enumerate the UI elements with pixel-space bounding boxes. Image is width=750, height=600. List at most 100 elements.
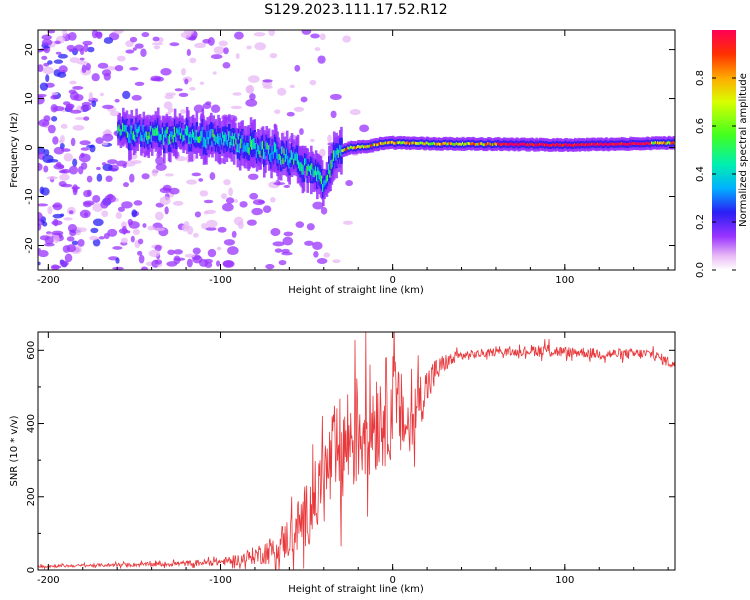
spectrogram-noise-cell (207, 248, 217, 258)
spectrogram-noise-cell (39, 82, 49, 91)
spectrogram-noise-cell (274, 109, 281, 115)
spectrogram-noise-cell (69, 230, 77, 237)
spectrogram-noise-cell (41, 39, 53, 46)
spectrogram-noise-cell (147, 225, 156, 231)
spectrogram-noise-cell (38, 146, 46, 155)
spectrogram-noise-cell (201, 222, 208, 230)
spectrogram-noise-cell (330, 110, 337, 119)
spectrogram-noise-cell (232, 92, 242, 96)
spectrogram-noise-cell (211, 104, 221, 113)
spectrogram-noise-cell (154, 244, 162, 252)
spectrogram-noise-cell (41, 34, 52, 41)
colorbar-gradient (712, 30, 736, 270)
spectrogram-noise-cell (38, 203, 49, 207)
spectrogram-noise-cell (101, 69, 112, 77)
spectrogram-noise-cell (222, 62, 231, 69)
spectrogram-noise-cell (154, 211, 164, 221)
spectrogram-noise-cell (283, 231, 294, 237)
spectrogram-noise-cell (133, 200, 143, 206)
spectrogram-noise-cell (186, 225, 194, 235)
spectrogram-noise-cell (121, 201, 133, 209)
spectrogram-noise-cell (223, 47, 229, 55)
spectrogram-noise-cell (249, 192, 259, 200)
spectrogram-noise-cell (186, 258, 193, 268)
spectrogram-noise-cell (137, 238, 144, 245)
spectrogram-noise-cell (313, 251, 319, 258)
spectrogram-noise-cell (130, 152, 138, 160)
spectrogram-noise-cell (203, 199, 214, 204)
spectrogram-noise-cell (60, 183, 73, 188)
spectrogram-noise-cell (186, 48, 191, 56)
spectrogram-noise-cell (206, 219, 218, 228)
spectrogram-noise-cell (58, 169, 68, 174)
spectrogram-noise-cell (231, 230, 237, 238)
colorbar-tick-label: 0.6 (695, 118, 706, 134)
spectrogram-noise-cell (323, 252, 331, 258)
spectrogram-noise-cell (43, 115, 51, 122)
spectrogram-noise-cell (41, 55, 48, 61)
spectrogram-noise-cell (71, 240, 79, 246)
spectrogram-noise-cell (50, 264, 60, 270)
spectrogram-noise-cell (140, 48, 147, 57)
spectrogram-noise-cell (270, 227, 281, 237)
spectrogram-noise-cell (113, 30, 125, 35)
colorbar-ticks: 0.0 0.2 0.4 0.6 0.8 (695, 70, 736, 278)
spectrogram-noise-cell (221, 193, 228, 200)
spectrogram-noise-cell (155, 163, 167, 171)
spectrogram-noise-cell (134, 81, 145, 86)
spectrogram-noise-cell (120, 237, 128, 244)
spectrogram-noise-cell (42, 154, 54, 164)
spectrogram-noise-cell (38, 93, 47, 98)
spectrogram-noise-cell (319, 33, 326, 41)
spectrogram-y-tick-label: 0 (24, 144, 35, 150)
spectrogram-noise-cell (83, 116, 90, 121)
spectrogram-noise-cell (253, 32, 266, 37)
spectrogram-noise-cell (103, 37, 114, 44)
spectrogram-noise-cell (164, 173, 174, 177)
spectrogram-noise-cell (154, 259, 163, 265)
spectrogram-noise-cell (42, 221, 48, 227)
spectrogram-noise-cell (193, 104, 204, 113)
spectrogram-noise-cell (167, 107, 174, 113)
spectrogram-noise-cell (81, 64, 87, 74)
spectrogram-y-tick-label: -10 (24, 188, 35, 204)
spectrogram-y-tick-label: 10 (24, 92, 35, 105)
spectrogram-noise-cell (317, 55, 326, 64)
spectrogram-y-label: Frequency (Hz) (9, 112, 20, 188)
spectrogram-noise-cell (189, 87, 196, 91)
spectrogram-noise-cell (107, 159, 118, 165)
spectrogram-noise-cell (38, 249, 49, 258)
spectrogram-noise-cell (83, 190, 91, 198)
snr-y-label: SNR (10 * v/v) (9, 415, 20, 486)
spectrogram-noise-cell (115, 212, 122, 220)
spectrogram-noise-cell (265, 263, 275, 270)
spectrogram-noise-cell (228, 187, 233, 197)
spectrogram-noise-cell (53, 40, 61, 45)
spectrogram-noise-cell (169, 187, 180, 195)
spectrogram-noise-cell (185, 179, 198, 185)
spectrogram-noise-cell (199, 81, 205, 85)
spectrogram-noise-cell (101, 162, 107, 166)
spectrogram-noise-cell (53, 59, 64, 64)
spectrogram-noise-cell (300, 96, 308, 103)
spectrogram-noise-cell (233, 216, 244, 226)
spectrogram-noise-cell (58, 65, 68, 74)
spectrogram-noise-cell (204, 209, 217, 214)
spectrogram-noise-cell (59, 260, 69, 267)
spectrogram-noise-cell (134, 43, 144, 49)
spectrogram-noise-cell (245, 85, 254, 94)
spectrogram-noise-cell (66, 244, 77, 253)
spectrogram-noise-cell (101, 142, 109, 146)
spectrogram-noise-cell (153, 45, 161, 50)
spectrogram-noise-cell (230, 105, 243, 110)
spectrogram-noise-cell (68, 210, 74, 215)
spectrogram-noise-cell (198, 178, 204, 182)
spectrogram-noise-cell (72, 85, 84, 90)
spectrogram-noise-cell (254, 42, 267, 51)
spectrogram-noise-cell (304, 240, 314, 246)
spectrogram-noise-cell (160, 68, 172, 76)
spectrogram-noise-cell (47, 206, 53, 215)
spectrogram-noise-cell (63, 153, 73, 162)
spectrogram-noise-cell (57, 71, 67, 78)
spectrogram-noise-cell (184, 78, 189, 85)
